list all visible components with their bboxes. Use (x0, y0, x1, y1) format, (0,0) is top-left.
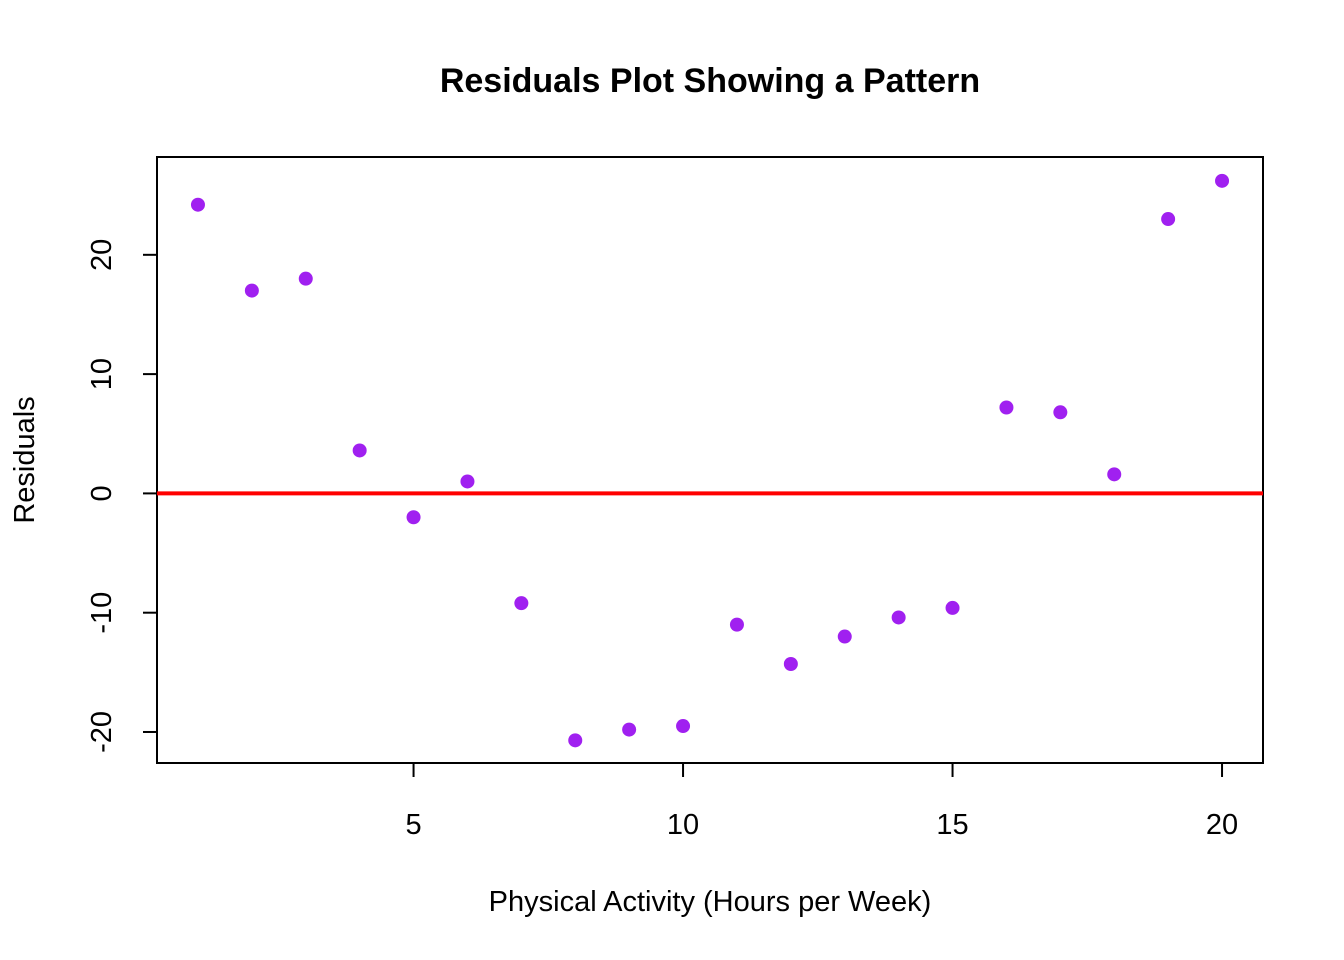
chart-title: Residuals Plot Showing a Pattern (440, 62, 980, 100)
x-axis: 5 10 15 20 (405, 762, 1238, 841)
y-axis: -20 -10 0 10 20 (86, 239, 158, 753)
data-point (945, 600, 960, 615)
data-point (1107, 467, 1122, 482)
data-point (190, 197, 205, 212)
x-tick-label: 10 (667, 809, 699, 841)
plot-frame (156, 156, 1264, 764)
data-point (298, 271, 313, 286)
data-point (676, 719, 691, 734)
data-point (1053, 405, 1068, 420)
data-point (514, 596, 529, 611)
data-point (1215, 173, 1230, 188)
y-tick-label: 20 (86, 239, 118, 271)
data-point (783, 656, 798, 671)
data-point (568, 733, 583, 748)
x-tick-label: 5 (405, 809, 421, 841)
data-point (837, 629, 852, 644)
x-axis-label: Physical Activity (Hours per Week) (489, 886, 932, 918)
y-tick-label: -10 (86, 592, 118, 634)
data-points (190, 173, 1230, 748)
data-point (891, 610, 906, 625)
data-point (729, 617, 744, 632)
data-point (244, 283, 259, 298)
data-point (999, 400, 1014, 415)
y-tick-label: 0 (86, 485, 118, 501)
y-tick-label: 10 (86, 358, 118, 390)
x-tick-label: 20 (1206, 809, 1238, 841)
data-point (406, 510, 421, 525)
data-point (352, 443, 367, 458)
y-tick-label: -20 (86, 711, 118, 753)
data-point (622, 722, 637, 737)
data-point (1161, 212, 1176, 227)
y-axis-label: Residuals (9, 396, 41, 523)
x-tick-label: 15 (936, 809, 968, 841)
data-point (460, 474, 475, 489)
